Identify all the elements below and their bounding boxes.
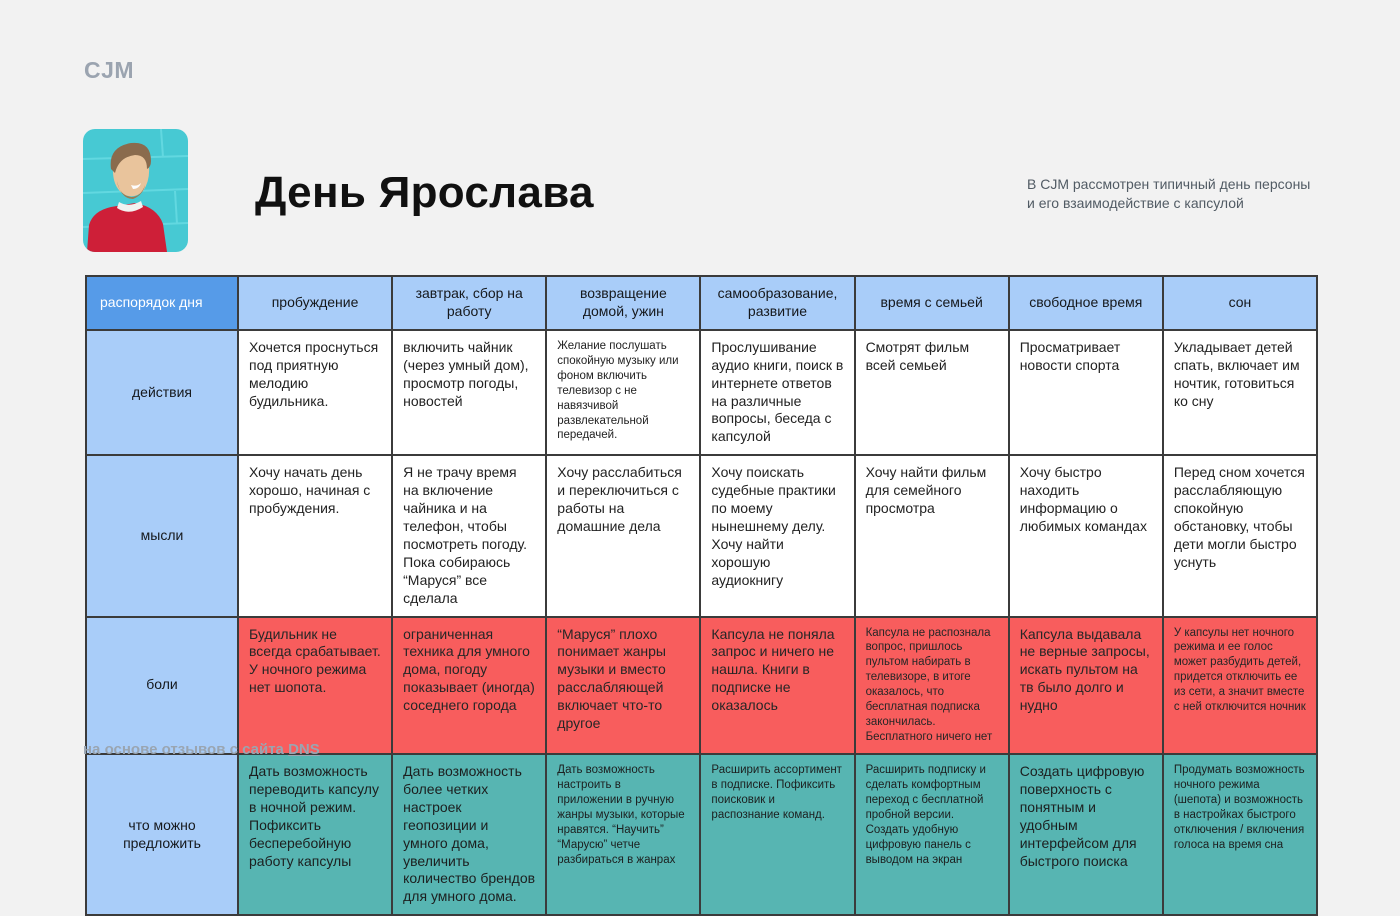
cell-offers-home: Дать возможность настроить в приложении …	[545, 752, 702, 916]
cell-thoughts-home: Хочу расслабиться и переключиться с рабо…	[545, 454, 702, 618]
row-label-actions: действия	[85, 328, 239, 457]
cell-actions-home: Желание послушать спокойную музыку или ф…	[545, 328, 702, 457]
cjm-logo: CJM	[84, 57, 135, 83]
row-thoughts: мысли Хочу начать день хорошо, начиная с…	[85, 454, 1319, 618]
cell-thoughts-freetime: Хочу быстро находить информацию о любимы…	[1007, 454, 1164, 618]
cell-thoughts-family: Хочу найти фильм для семейного просмотра	[853, 454, 1010, 618]
cell-offers-family: Расширить подписку и сделать комфортным …	[853, 752, 1010, 916]
row-label-pains: боли	[85, 615, 239, 755]
cell-offers-breakfast: Дать возможность более четких настроек г…	[391, 752, 548, 916]
cell-actions-selfedu: Прослушивание аудио книги, поиск в интер…	[699, 328, 856, 457]
row-pains: боли Будильник не всегда срабатывает. У …	[85, 615, 1319, 755]
cell-offers-sleep: Продумать возможность ночного режима (ше…	[1161, 752, 1319, 916]
column-header-selfedu: самообразование, развитие	[699, 275, 856, 331]
cell-pains-breakfast: ограниченная техника для умного дома, по…	[391, 615, 548, 755]
cell-thoughts-breakfast: Я не трачу время на включение чайника и …	[391, 454, 548, 618]
subtitle-line-1: В CJM рассмотрен типичный день персоны	[1027, 176, 1311, 192]
cell-thoughts-selfedu: Хочу поискать судебные практики по моему…	[699, 454, 856, 618]
footer-text: на основе отзывов с сайта	[83, 741, 284, 758]
column-header-wake: пробуждение	[236, 275, 394, 331]
page-title: День Ярослава	[255, 168, 594, 217]
cell-offers-freetime: Создать цифровую поверхность с понятным …	[1007, 752, 1164, 916]
cell-actions-sleep: Укладывает детей спать, включает им ночт…	[1161, 328, 1319, 457]
column-header-family: время с семьей	[853, 275, 1010, 331]
cell-actions-family: Смотрят фильм всей семьей	[853, 328, 1010, 457]
cell-pains-freetime: Капсула выдавала не верные запросы, иска…	[1007, 615, 1164, 755]
cell-pains-family: Капсула не распознала вопрос, пришлось п…	[853, 615, 1010, 755]
cell-actions-breakfast: включить чайник (через умный дом), просм…	[391, 328, 548, 457]
column-header-home: возвращение домой, ужин	[545, 275, 702, 331]
row-offers: что можно предложить Дать возможность пе…	[85, 752, 1319, 916]
cell-pains-home: “Маруся” плохо понимает жанры музыки и в…	[545, 615, 702, 755]
row-label-thoughts: мысли	[85, 454, 239, 618]
subtitle-line-2: и его взаимодействие с капсулой	[1027, 195, 1244, 212]
cell-thoughts-wake: Хочу начать день хорошо, начиная с пробу…	[236, 454, 394, 618]
cell-offers-wake: Дать возможность переводить капсулу в но…	[236, 752, 394, 916]
cell-actions-freetime: Просматривает новости спорта	[1007, 328, 1164, 457]
row-actions: действия Хочется проснуться под приятную…	[85, 328, 1319, 457]
footer: на основе отзывов с сайта DNS	[83, 741, 320, 758]
cell-pains-selfedu: Капсула не поняла запрос и ничего не наш…	[699, 615, 856, 755]
persona-avatar-illustration	[83, 129, 188, 252]
column-header-freetime: свободное время	[1007, 275, 1164, 331]
footer-dns-link[interactable]: DNS	[288, 741, 320, 758]
persona-avatar	[83, 129, 188, 252]
cell-pains-wake: Будильник не всегда срабатывает. У ночно…	[236, 615, 394, 755]
cell-actions-wake: Хочется проснуться под приятную мелодию …	[236, 328, 394, 457]
cell-offers-selfedu: Расширить ассортимент в подписке. Пофикс…	[699, 752, 856, 916]
cell-pains-sleep: У капсулы нет ночного режима и ее голос …	[1161, 615, 1319, 755]
table-header-row: распорядок дня пробуждение завтрак, сбор…	[85, 275, 1319, 331]
row-label-offers: что можно предложить	[85, 752, 239, 916]
cjm-table: распорядок дня пробуждение завтрак, сбор…	[85, 275, 1319, 916]
column-header-sleep: сон	[1161, 275, 1319, 331]
column-header-breakfast: завтрак, сбор на работу	[391, 275, 548, 331]
page-subtitle: В CJM рассмотрен типичный день персоны и…	[1027, 175, 1327, 213]
cell-thoughts-sleep: Перед сном хочется расслабляющую спокойн…	[1161, 454, 1319, 618]
corner-header: распорядок дня	[85, 275, 239, 331]
